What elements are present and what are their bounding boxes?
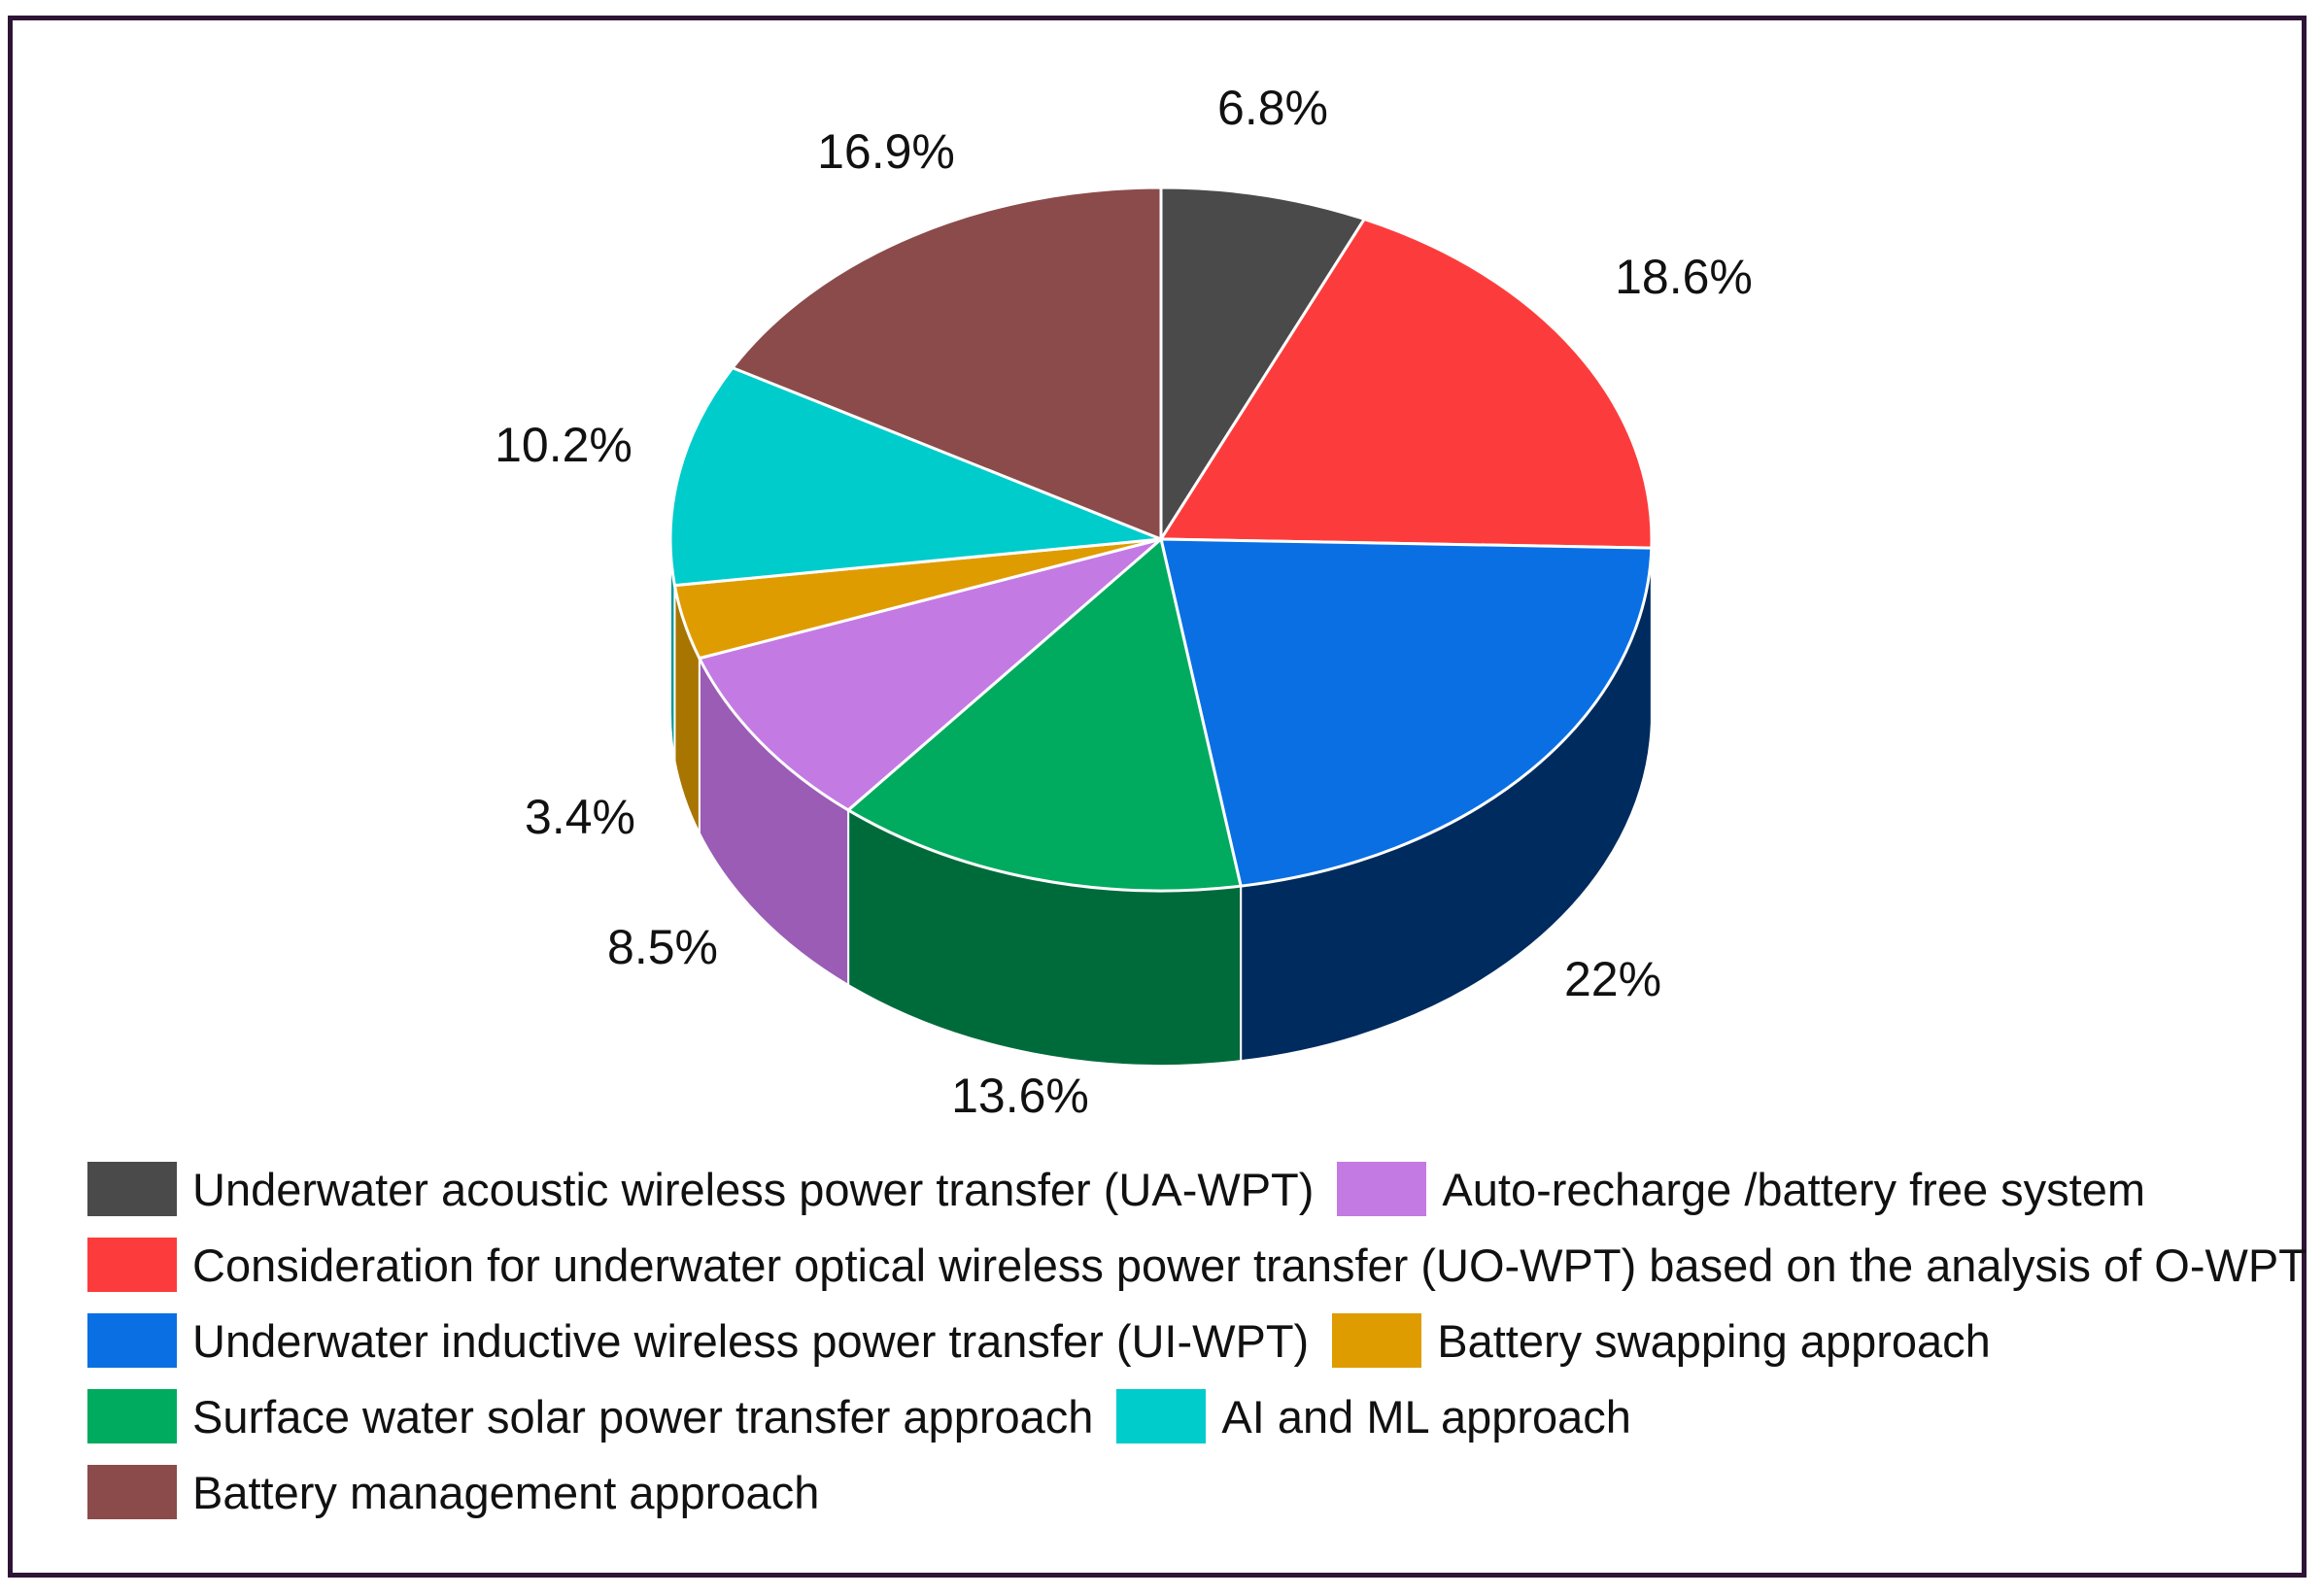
legend-swatch [87,1313,177,1368]
legend-label: Battery swapping approach [1437,1314,1991,1367]
legend-row: Consideration for underwater optical wir… [87,1227,2307,1303]
legend-label: Underwater inductive wireless power tran… [192,1314,1310,1367]
slice-value-label-7: 16.9% [817,124,955,179]
legend-row: Underwater inductive wireless power tran… [87,1303,2293,1378]
legend-swatch [1332,1313,1422,1368]
pie-slice-2 [1159,537,1654,888]
pie-value-labels: 6.8% 18.6% 22% 13.6% 8.5% 3.4% 10.2% 16.9% [495,81,1753,1123]
legend-item: Auto-recharge /battery free system [1337,1162,2145,1216]
pie-slice-1 [1159,218,1654,550]
legend-row: Underwater acoustic wireless power trans… [87,1151,2293,1227]
legend-swatch [87,1389,177,1443]
slice-value-label-5: 3.4% [525,790,635,844]
pie-slice-0 [1159,186,1366,541]
pie-slice-3 [846,537,1243,893]
legend-swatch [87,1162,177,1216]
slice-value-label-1: 18.6% [1615,250,1753,304]
legend-row: Battery management approach [87,1454,2293,1530]
pie-slice-7 [731,186,1163,541]
legend-swatch [1116,1389,1207,1443]
legend-label: Battery management approach [192,1466,820,1518]
legend-swatch [87,1465,177,1519]
legend-item: Battery swapping approach [1332,1313,1991,1368]
legend-item: Underwater acoustic wireless power trans… [87,1162,1314,1216]
slice-value-label-0: 6.8% [1217,81,1328,135]
slice-value-label-2: 22% [1564,952,1661,1006]
legend-label: Surface water solar power transfer appro… [192,1390,1094,1443]
pie-chart: 6.8% 18.6% 22% 13.6% 8.5% 3.4% 10.2% 16.9% [495,81,1753,1123]
legend: Underwater acoustic wireless power trans… [87,1151,2307,1530]
legend-swatch [1337,1162,1427,1216]
pie-slice-6 [668,366,1163,588]
legend-item: Battery management approach [87,1465,819,1519]
legend-item: Underwater inductive wireless power tran… [87,1313,1309,1368]
pie-slice-4 [698,537,1163,812]
legend-label: Underwater acoustic wireless power trans… [192,1163,1315,1215]
legend-item: AI and ML approach [1116,1389,1631,1443]
legend-label: Auto-recharge /battery free system [1442,1163,2146,1215]
legend-swatch [87,1238,177,1292]
legend-item: Surface water solar power transfer appro… [87,1389,1093,1443]
pie-top [668,186,1654,893]
legend-label: AI and ML approach [1221,1390,1631,1443]
slice-value-label-4: 8.5% [607,920,718,974]
slice-value-label-6: 10.2% [495,418,632,472]
slice-value-label-3: 13.6% [951,1069,1089,1123]
legend-item: Consideration for underwater optical wir… [87,1238,2307,1292]
legend-label: Consideration for underwater optical wir… [192,1239,2307,1291]
legend-row: Surface water solar power transfer appro… [87,1378,2293,1454]
